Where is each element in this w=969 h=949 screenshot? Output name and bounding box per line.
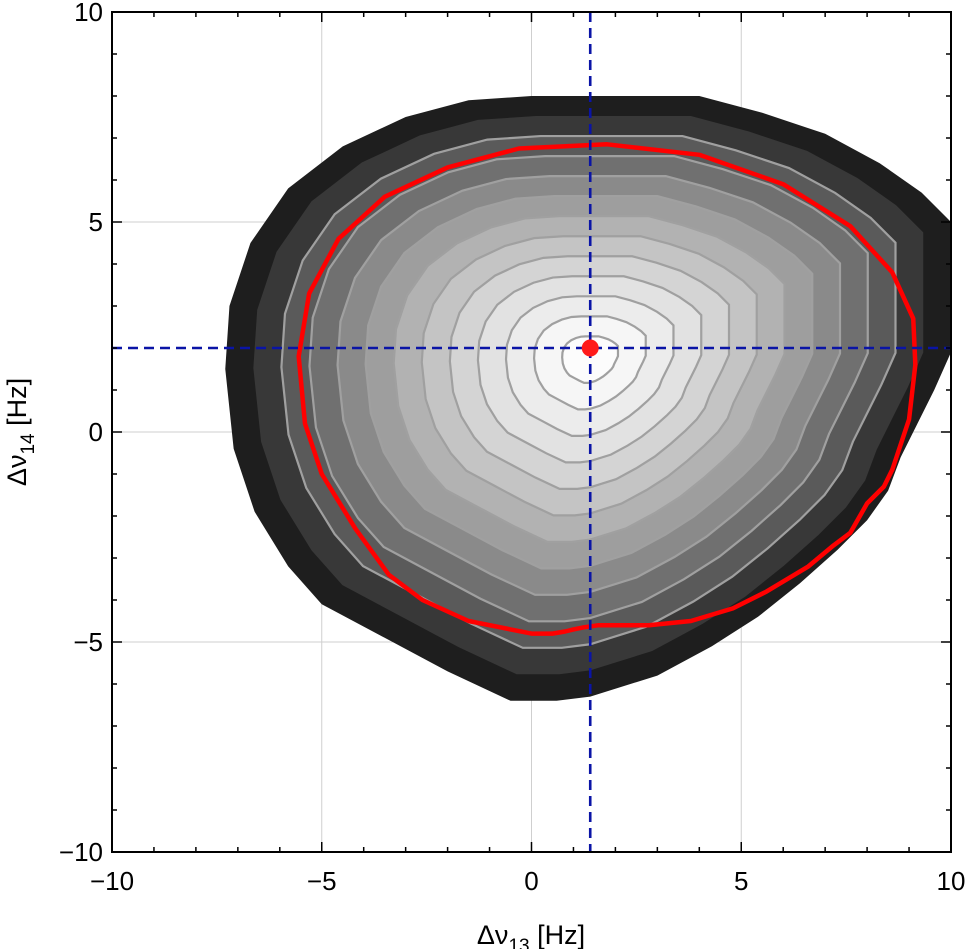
y-axis-title-unit: [Hz]: [2, 378, 32, 434]
y-tick-label-4: 10: [74, 0, 103, 27]
y-tick-label-3: 5: [89, 207, 103, 237]
y-axis-title: Δν14 [Hz]: [2, 378, 39, 486]
x-axis-title: Δν13 [Hz]: [477, 920, 585, 949]
highlight-contour: [296, 142, 918, 636]
x-axis-title-unit: [Hz]: [530, 920, 586, 949]
contour-regions: [225, 96, 951, 701]
reference-lines: [112, 12, 951, 852]
tick-labels: −10 −5 0 5 10 −10 −5 0 5 10: [59, 0, 966, 896]
y-tick-label-2: 0: [89, 417, 103, 447]
x-tick-label-3: 5: [734, 866, 748, 896]
x-tick-label-2: 0: [524, 866, 538, 896]
y-axis-title-sub: 14: [18, 433, 39, 455]
x-tick-label-0: −10: [90, 866, 134, 896]
y-tick-label-1: −5: [73, 627, 103, 657]
x-axis-title-main: Δν: [477, 920, 509, 949]
x-tick-label-1: −5: [307, 866, 337, 896]
x-tick-label-4: 10: [937, 866, 966, 896]
x-axis-title-sub: 13: [508, 936, 529, 949]
y-tick-label-0: −10: [59, 837, 103, 867]
best-fit-point: [581, 339, 599, 357]
y-axis-title-main: Δν: [2, 455, 32, 487]
axis-ticks: [111, 11, 952, 853]
